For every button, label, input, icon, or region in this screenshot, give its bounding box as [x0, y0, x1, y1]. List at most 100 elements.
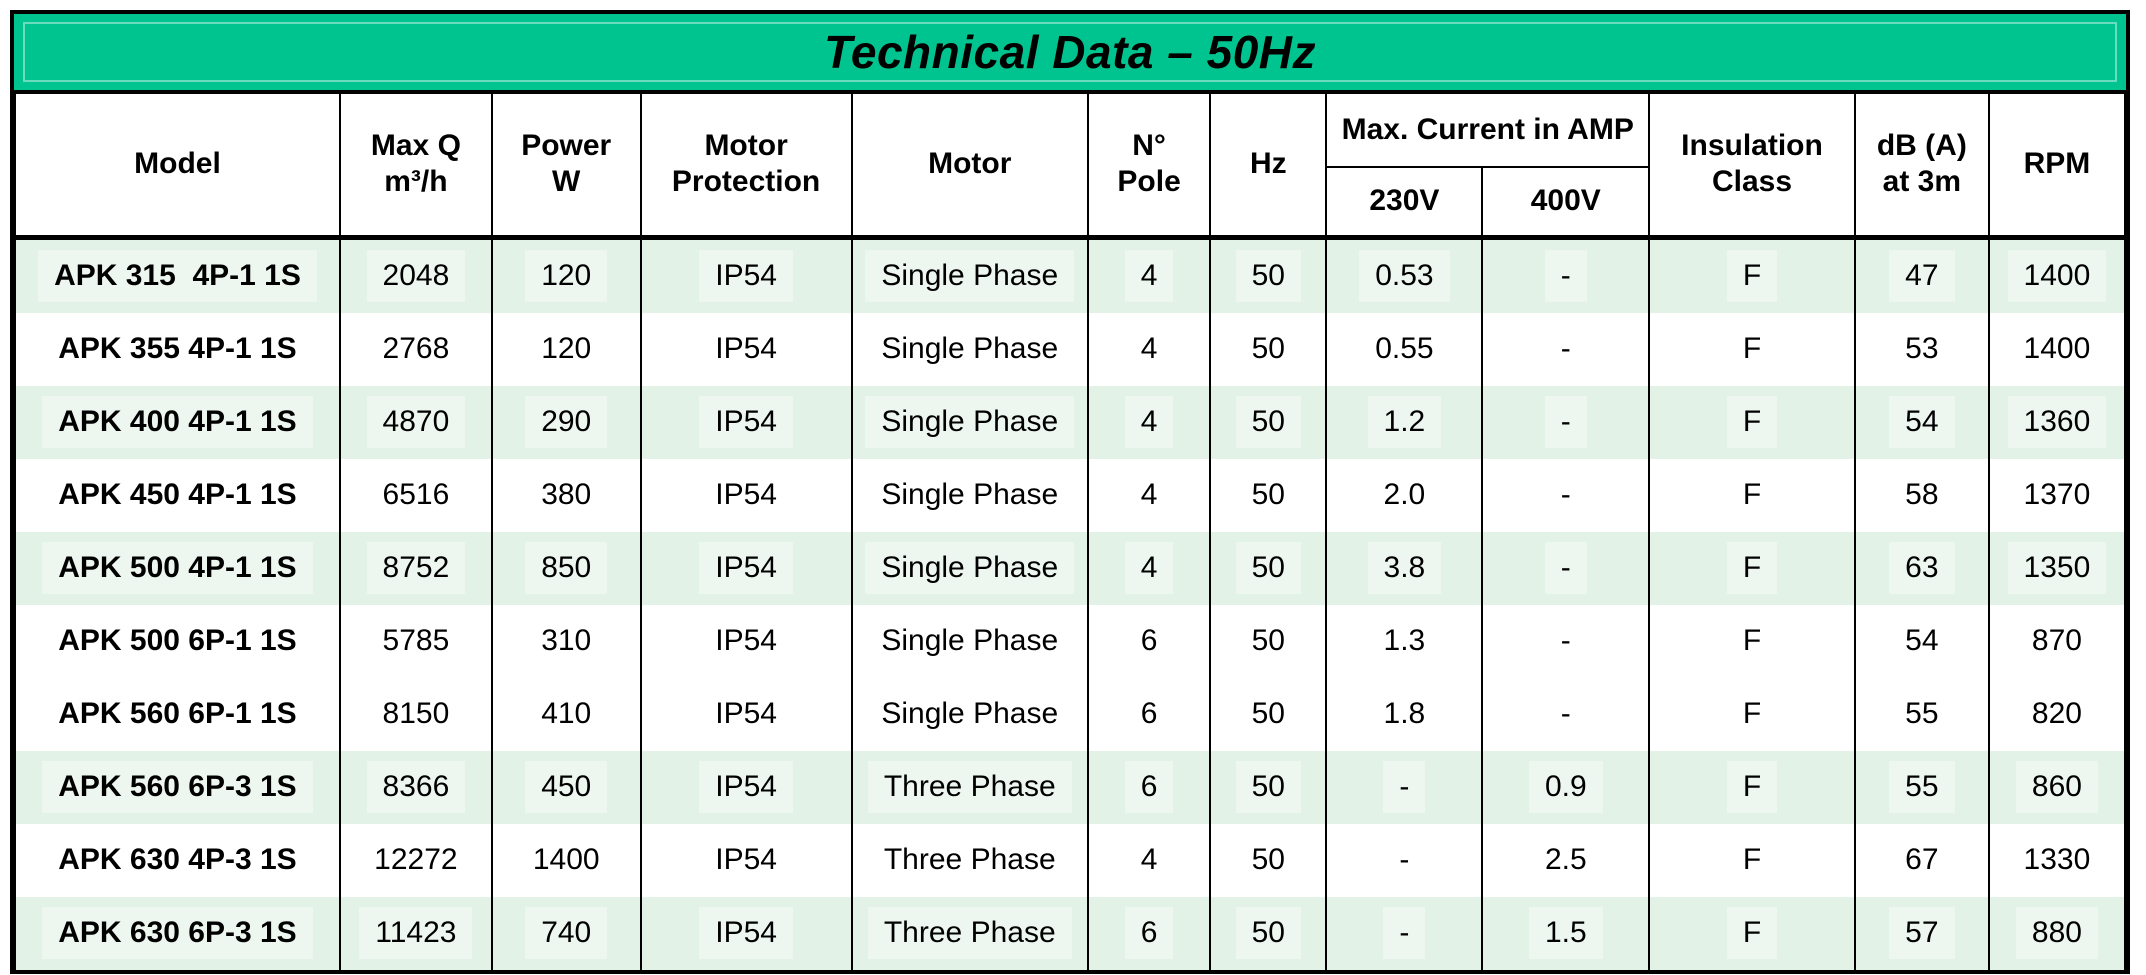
cell-amp-230v: 2.0 — [1325, 458, 1484, 532]
cell-insulation-class: F — [1648, 237, 1856, 313]
cell-power: 290 — [490, 385, 642, 459]
col-header-db: dB (A) at 3m — [1853, 94, 1990, 240]
cell-db: 47 — [1853, 237, 1990, 313]
cell-model: APK 355 4P-1 1S — [14, 312, 341, 386]
cell-model: APK 630 6P-3 1S — [14, 896, 341, 970]
cell-amp-400v: - — [1481, 677, 1651, 751]
col-header-insulation-class: Insulation Class — [1648, 94, 1856, 240]
cell-hz: 50 — [1209, 458, 1328, 532]
table-body: APK 315 4P-1 1S 2048 120 IP54 Single Pha… — [14, 237, 2127, 970]
cell-db: 53 — [1853, 312, 1990, 386]
cell-amp-400v: 1.5 — [1481, 896, 1651, 970]
table-row: APK 630 6P-3 1S 11423 740 IP54 Three Pha… — [14, 896, 2127, 970]
cell-max-q: 8150 — [338, 677, 493, 751]
cell-hz: 50 — [1209, 896, 1328, 970]
cell-motor-protection: IP54 — [639, 531, 853, 605]
cell-max-q: 6516 — [338, 458, 493, 532]
cell-motor: Single Phase — [850, 531, 1089, 605]
cell-amp-400v: - — [1481, 531, 1651, 605]
cell-rpm: 1370 — [1987, 458, 2127, 532]
col-header-max-q: Max Q m³/h — [338, 94, 493, 240]
col-header-pole: N° Pole — [1086, 94, 1212, 240]
table-row: APK 630 4P-3 1S 12272 1400 IP54 Three Ph… — [14, 823, 2127, 897]
table-row: APK 560 6P-3 1S 8366 450 IP54 Three Phas… — [14, 750, 2127, 824]
cell-rpm: 860 — [1987, 750, 2127, 824]
cell-motor-protection: IP54 — [639, 385, 853, 459]
cell-amp-230v: 1.3 — [1325, 604, 1484, 678]
cell-amp-230v: 3.8 — [1325, 531, 1484, 605]
cell-insulation-class: F — [1648, 385, 1856, 459]
table-row: APK 400 4P-1 1S 4870 290 IP54 Single Pha… — [14, 385, 2127, 459]
page-title: Technical Data – 50Hz — [824, 26, 1316, 78]
cell-hz: 50 — [1209, 823, 1328, 897]
table-row: APK 450 4P-1 1S 6516 380 IP54 Single Pha… — [14, 458, 2127, 532]
cell-power: 1400 — [490, 823, 642, 897]
cell-hz: 50 — [1209, 531, 1328, 605]
cell-model: APK 315 4P-1 1S — [14, 237, 341, 313]
cell-amp-230v: - — [1325, 823, 1484, 897]
technical-data-table: Model Max Q m³/h Power W Motor Protectio… — [14, 94, 2127, 970]
cell-hz: 50 — [1209, 385, 1328, 459]
cell-insulation-class: F — [1648, 677, 1856, 751]
cell-amp-400v: - — [1481, 458, 1651, 532]
title-bar: Technical Data – 50Hz — [14, 14, 2126, 94]
cell-max-q: 5785 — [338, 604, 493, 678]
cell-motor: Single Phase — [850, 677, 1089, 751]
cell-motor: Three Phase — [850, 896, 1089, 970]
cell-pole: 6 — [1086, 750, 1212, 824]
col-header-power: Power W — [490, 94, 642, 240]
cell-motor-protection: IP54 — [639, 604, 853, 678]
cell-motor-protection: IP54 — [639, 237, 853, 313]
table-header: Model Max Q m³/h Power W Motor Protectio… — [14, 94, 2127, 240]
cell-hz: 50 — [1209, 750, 1328, 824]
cell-insulation-class: F — [1648, 312, 1856, 386]
cell-pole: 6 — [1086, 677, 1212, 751]
col-header-model: Model — [14, 94, 341, 240]
cell-model: APK 500 4P-1 1S — [14, 531, 341, 605]
cell-amp-400v: - — [1481, 237, 1651, 313]
cell-power: 120 — [490, 312, 642, 386]
cell-hz: 50 — [1209, 604, 1328, 678]
cell-max-q: 4870 — [338, 385, 493, 459]
cell-motor: Single Phase — [850, 604, 1089, 678]
cell-model: APK 560 6P-3 1S — [14, 750, 341, 824]
cell-insulation-class: F — [1648, 823, 1856, 897]
col-header-400v: 400V — [1481, 167, 1651, 240]
cell-max-q: 11423 — [338, 896, 493, 970]
cell-amp-230v: 0.55 — [1325, 312, 1484, 386]
cell-motor: Single Phase — [850, 458, 1089, 532]
table-row: APK 500 4P-1 1S 8752 850 IP54 Single Pha… — [14, 531, 2127, 605]
cell-db: 54 — [1853, 604, 1990, 678]
cell-power: 740 — [490, 896, 642, 970]
cell-rpm: 1400 — [1987, 237, 2127, 313]
table-row: APK 355 4P-1 1S 2768 120 IP54 Single Pha… — [14, 312, 2127, 386]
cell-model: APK 630 4P-3 1S — [14, 823, 341, 897]
cell-motor-protection: IP54 — [639, 312, 853, 386]
cell-max-q: 8366 — [338, 750, 493, 824]
cell-insulation-class: F — [1648, 531, 1856, 605]
cell-insulation-class: F — [1648, 604, 1856, 678]
cell-pole: 4 — [1086, 458, 1212, 532]
cell-pole: 4 — [1086, 237, 1212, 313]
cell-amp-400v: - — [1481, 385, 1651, 459]
cell-motor: Single Phase — [850, 312, 1089, 386]
cell-amp-230v: 0.53 — [1325, 237, 1484, 313]
cell-db: 63 — [1853, 531, 1990, 605]
table-row: APK 560 6P-1 1S 8150 410 IP54 Single Pha… — [14, 677, 2127, 751]
cell-amp-400v: - — [1481, 604, 1651, 678]
technical-data-table-frame: Technical Data – 50Hz Model Max — [10, 10, 2130, 974]
cell-power: 380 — [490, 458, 642, 532]
cell-pole: 4 — [1086, 823, 1212, 897]
cell-db: 57 — [1853, 896, 1990, 970]
table-row: APK 500 6P-1 1S 5785 310 IP54 Single Pha… — [14, 604, 2127, 678]
cell-insulation-class: F — [1648, 458, 1856, 532]
cell-rpm: 1400 — [1987, 312, 2127, 386]
cell-model: APK 450 4P-1 1S — [14, 458, 341, 532]
table-row: APK 315 4P-1 1S 2048 120 IP54 Single Pha… — [14, 237, 2127, 313]
cell-amp-230v: - — [1325, 750, 1484, 824]
cell-hz: 50 — [1209, 312, 1328, 386]
cell-amp-400v: 2.5 — [1481, 823, 1651, 897]
col-header-motor-protection: Motor Protection — [639, 94, 853, 240]
cell-hz: 50 — [1209, 237, 1328, 313]
col-header-230v: 230V — [1325, 167, 1484, 240]
